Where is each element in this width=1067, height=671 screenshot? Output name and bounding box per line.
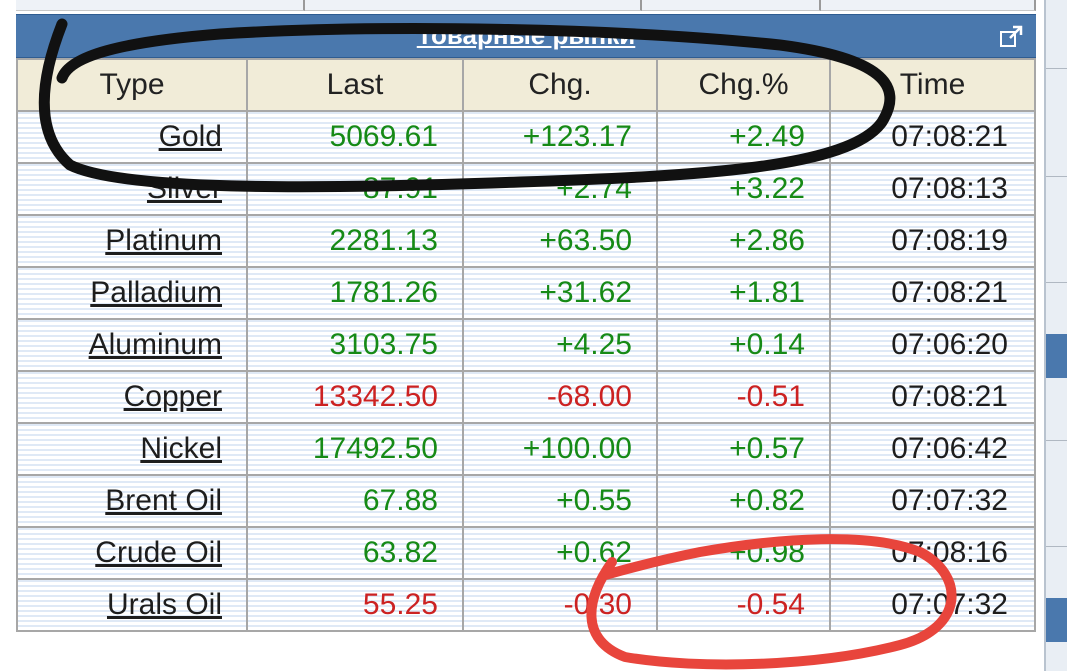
update-time-cell: 07:06:20 xyxy=(829,318,1036,372)
commodity-link[interactable]: Palladium xyxy=(90,276,222,309)
change-percent-cell: +3.22 xyxy=(656,162,831,216)
commodities-table: Type Last Chg. Chg.% Time Gold 5069.61 +12… xyxy=(16,58,1036,632)
change-cell: +123.17 xyxy=(462,110,658,164)
commodity-link-cell[interactable]: Crude Oil xyxy=(16,526,248,580)
update-time-cell: 07:07:32 xyxy=(829,474,1036,528)
commodity-link-cell[interactable]: Copper xyxy=(16,370,248,424)
change-cell: -0.30 xyxy=(462,578,658,632)
update-time-cell: 07:08:13 xyxy=(829,162,1036,216)
commodity-link-cell[interactable]: Brent Oil xyxy=(16,474,248,528)
previous-table-edge xyxy=(16,0,1036,12)
table-row: Copper 13342.50 -68.00 -0.51 07:08:21 xyxy=(16,370,1036,424)
commodity-link-cell[interactable]: Platinum xyxy=(16,214,248,268)
commodity-link[interactable]: Crude Oil xyxy=(95,536,222,569)
change-cell: +0.62 xyxy=(462,526,658,580)
table-row: Aluminum 3103.75 +4.25 +0.14 07:06:20 xyxy=(16,318,1036,372)
commodity-link[interactable]: Nickel xyxy=(140,432,222,465)
last-price-cell: 63.82 xyxy=(246,526,464,580)
last-price-cell: 67.88 xyxy=(246,474,464,528)
last-price-cell: 55.25 xyxy=(246,578,464,632)
change-cell: +4.25 xyxy=(462,318,658,372)
change-percent-cell: +0.82 xyxy=(656,474,831,528)
change-cell: +100.00 xyxy=(462,422,658,476)
change-percent-cell: +0.98 xyxy=(656,526,831,580)
update-time-cell: 07:08:21 xyxy=(829,266,1036,320)
table-row: Silver 87.91 +2.74 +3.22 07:08:13 xyxy=(16,162,1036,216)
change-percent-cell: +2.49 xyxy=(656,110,831,164)
change-percent-cell: +2.86 xyxy=(656,214,831,268)
sidebar-divider xyxy=(1046,546,1067,547)
table-row: Crude Oil 63.82 +0.62 +0.98 07:08:16 xyxy=(16,526,1036,580)
sidebar-header-block xyxy=(1046,334,1067,378)
table-row: Brent Oil 67.88 +0.55 +0.82 07:07:32 xyxy=(16,474,1036,528)
expand-icon[interactable] xyxy=(1000,24,1024,48)
change-percent-cell: +0.57 xyxy=(656,422,831,476)
update-time-cell: 07:08:21 xyxy=(829,370,1036,424)
commodity-link[interactable]: Brent Oil xyxy=(105,484,222,517)
change-cell: -68.00 xyxy=(462,370,658,424)
update-time-cell: 07:06:42 xyxy=(829,422,1036,476)
column-header-chg-pct[interactable]: Chg.% xyxy=(656,58,831,112)
sidebar-divider xyxy=(1046,440,1067,441)
commodity-link[interactable]: Gold xyxy=(158,120,222,153)
table-row: Gold 5069.61 +123.17 +2.49 07:08:21 xyxy=(16,110,1036,164)
column-header-chg[interactable]: Chg. xyxy=(462,58,658,112)
panel-title-link[interactable]: Товарные рынки xyxy=(416,20,636,50)
last-price-cell: 5069.61 xyxy=(246,110,464,164)
sidebar-divider xyxy=(1046,282,1067,283)
change-percent-cell: -0.54 xyxy=(656,578,831,632)
change-percent-cell: +0.14 xyxy=(656,318,831,372)
commodity-link-cell[interactable]: Nickel xyxy=(16,422,248,476)
commodity-link-cell[interactable]: Aluminum xyxy=(16,318,248,372)
last-price-cell: 1781.26 xyxy=(246,266,464,320)
update-time-cell: 07:07:32 xyxy=(829,578,1036,632)
change-cell: +0.55 xyxy=(462,474,658,528)
commodity-link-cell[interactable]: Urals Oil xyxy=(16,578,248,632)
update-time-cell: 07:08:16 xyxy=(829,526,1036,580)
last-price-cell: 3103.75 xyxy=(246,318,464,372)
column-header-type[interactable]: Type xyxy=(16,58,248,112)
last-price-cell: 17492.50 xyxy=(246,422,464,476)
commodity-link[interactable]: Silver xyxy=(146,172,222,205)
table-row: Urals Oil 55.25 -0.30 -0.54 07:07:32 xyxy=(16,578,1036,632)
commodity-markets-widget: Товарные рынки Type Last Chg. Chg.% Time… xyxy=(16,0,1036,671)
update-time-cell: 07:08:21 xyxy=(829,110,1036,164)
table-row: Palladium 1781.26 +31.62 +1.81 07:08:21 xyxy=(16,266,1036,320)
column-header-time[interactable]: Time xyxy=(829,58,1036,112)
last-price-cell: 2281.13 xyxy=(246,214,464,268)
sidebar-header-block xyxy=(1046,598,1067,642)
sidebar-divider xyxy=(1046,68,1067,69)
commodity-link[interactable]: Copper xyxy=(123,380,222,413)
sidebar-divider xyxy=(1046,176,1067,177)
change-cell: +2.74 xyxy=(462,162,658,216)
commodity-link-cell[interactable]: Silver xyxy=(16,162,248,216)
change-percent-cell: -0.51 xyxy=(656,370,831,424)
change-cell: +63.50 xyxy=(462,214,658,268)
column-header-last[interactable]: Last xyxy=(246,58,464,112)
table-header-row: Type Last Chg. Chg.% Time xyxy=(16,58,1036,112)
last-price-cell: 87.91 xyxy=(246,162,464,216)
update-time-cell: 07:08:19 xyxy=(829,214,1036,268)
change-percent-cell: +1.81 xyxy=(656,266,831,320)
commodity-link-cell[interactable]: Palladium xyxy=(16,266,248,320)
right-sidebar-edge xyxy=(1044,0,1067,671)
table-row: Platinum 2281.13 +63.50 +2.86 07:08:19 xyxy=(16,214,1036,268)
table-row: Nickel 17492.50 +100.00 +0.57 07:06:42 xyxy=(16,422,1036,476)
commodity-link[interactable]: Platinum xyxy=(105,224,222,257)
commodity-link[interactable]: Aluminum xyxy=(88,328,222,361)
commodity-link-cell[interactable]: Gold xyxy=(16,110,248,164)
commodity-link[interactable]: Urals Oil xyxy=(106,588,222,621)
panel-header: Товарные рынки xyxy=(16,14,1036,58)
last-price-cell: 13342.50 xyxy=(246,370,464,424)
change-cell: +31.62 xyxy=(462,266,658,320)
